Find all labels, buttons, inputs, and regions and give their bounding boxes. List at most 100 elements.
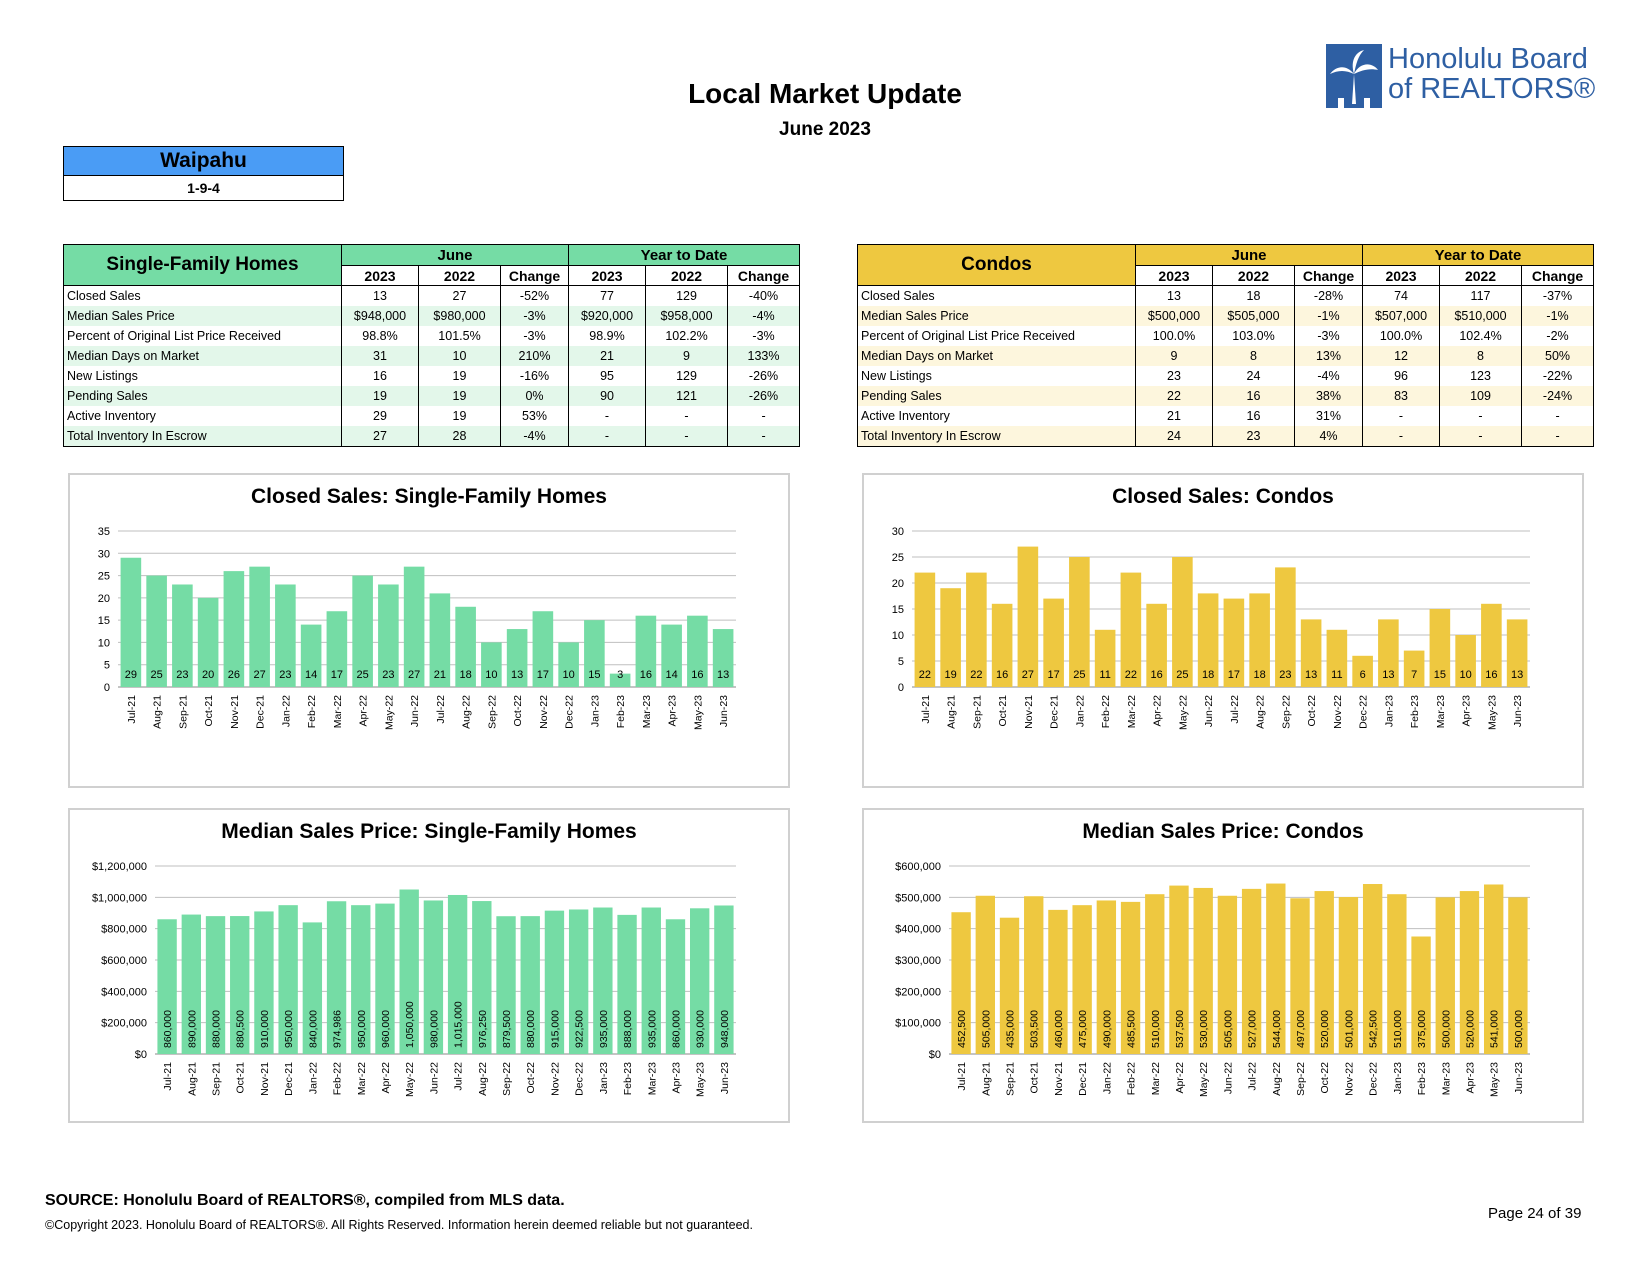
bar-data-label: 15 bbox=[1434, 669, 1446, 681]
bar bbox=[1172, 557, 1193, 687]
column-header: 2022 bbox=[1439, 265, 1523, 286]
y-tick-label: $100,000 bbox=[895, 1018, 941, 1030]
x-tick-label: Dec-22 bbox=[564, 695, 576, 729]
bar-data-label: 888,000 bbox=[622, 1010, 634, 1048]
bar bbox=[1048, 909, 1068, 1054]
bar bbox=[1411, 936, 1431, 1054]
bar bbox=[1387, 894, 1407, 1054]
table-cell: -16% bbox=[500, 366, 570, 386]
bar bbox=[1145, 894, 1165, 1054]
x-tick-label: Oct-21 bbox=[997, 695, 1009, 727]
table-cell: 102.4% bbox=[1439, 326, 1523, 346]
table-row: Total Inventory In Escrow 27 28 -4% - - - bbox=[63, 426, 801, 447]
table-cell: -52% bbox=[500, 285, 570, 306]
bar-data-label: 27 bbox=[1022, 669, 1034, 681]
bar bbox=[1300, 619, 1322, 687]
chart-title: Closed Sales: Single-Family Homes bbox=[251, 485, 607, 508]
bar bbox=[1338, 897, 1359, 1054]
bar-data-label: 18 bbox=[460, 669, 472, 681]
table-cell: 21 bbox=[1135, 406, 1213, 426]
x-tick-label: Sep-22 bbox=[1280, 695, 1292, 729]
x-tick-label: Oct-22 bbox=[525, 1062, 537, 1094]
table-cell: 98.9% bbox=[568, 326, 647, 346]
group-header-ytd: Year to Date bbox=[1362, 244, 1595, 266]
table-cell: -22% bbox=[1521, 366, 1595, 386]
group-header-june: June bbox=[341, 244, 570, 266]
bar-data-label: 497,000 bbox=[1295, 1010, 1307, 1048]
table-cell: 19 bbox=[418, 366, 501, 386]
y-tick-label: 35 bbox=[98, 526, 110, 538]
x-tick-label: Jun-23 bbox=[1513, 1062, 1525, 1094]
table-cell: 100.0% bbox=[1135, 326, 1213, 346]
table-cell: 96 bbox=[1362, 366, 1441, 386]
bar bbox=[1096, 900, 1117, 1054]
x-tick-label: Feb-23 bbox=[622, 1062, 634, 1095]
bar-data-label: 537,500 bbox=[1174, 1010, 1186, 1048]
bar-data-label: 10 bbox=[1460, 669, 1472, 681]
bar bbox=[951, 912, 971, 1054]
bar-data-label: 11 bbox=[1331, 669, 1342, 681]
bar-data-label: 27 bbox=[254, 669, 266, 681]
bar-data-label: 16 bbox=[1151, 669, 1163, 681]
table-cell: 90 bbox=[568, 386, 647, 406]
x-tick-label: Dec-22 bbox=[1368, 1062, 1380, 1096]
bar bbox=[568, 909, 589, 1054]
x-tick-label: Feb-22 bbox=[306, 695, 318, 728]
x-tick-label: Mar-23 bbox=[641, 695, 653, 728]
bar bbox=[1017, 546, 1039, 687]
area-box: Waipahu 1-9-4 bbox=[63, 146, 344, 201]
column-header: 2022 bbox=[1212, 265, 1295, 286]
bar-data-label: 16 bbox=[640, 669, 652, 681]
page-number: Page 24 of 39 bbox=[1488, 1205, 1582, 1222]
x-tick-label: Jul-21 bbox=[162, 1062, 174, 1091]
table-cell: - bbox=[645, 406, 729, 426]
table-cell: 103.0% bbox=[1212, 326, 1295, 346]
chart-sfh-median-price-svg: $0 $200,000 $400,000 $600,000 $800,000 $1,000… bbox=[92, 861, 736, 1097]
bar bbox=[1352, 655, 1373, 687]
copyright-note: ©Copyright 2023. Honolulu Board of REALT… bbox=[45, 1218, 753, 1232]
table-cell: $958,000 bbox=[645, 306, 729, 326]
bar bbox=[1429, 609, 1451, 687]
bar-data-label: 25 bbox=[1073, 669, 1085, 681]
x-tick-label: Dec-21 bbox=[283, 1062, 295, 1096]
bar bbox=[966, 572, 987, 687]
table-row: New Listings 23 24 -4% 96 123 -22% bbox=[857, 366, 1595, 386]
bar bbox=[326, 901, 347, 1054]
group-header-ytd: Year to Date bbox=[568, 244, 801, 266]
bar bbox=[351, 905, 371, 1054]
row-label: Median Sales Price bbox=[857, 306, 1136, 326]
y-tick-label: $0 bbox=[135, 1049, 147, 1061]
table-cell: 16 bbox=[1212, 386, 1295, 406]
bar bbox=[975, 895, 995, 1054]
bar-data-label: 23 bbox=[279, 669, 291, 681]
bar-data-label: 15 bbox=[588, 669, 600, 681]
table-cell: $510,000 bbox=[1439, 306, 1523, 326]
bar-data-label: 22 bbox=[970, 669, 982, 681]
bar bbox=[1146, 603, 1167, 687]
x-tick-label: Apr-23 bbox=[667, 695, 679, 727]
bar-data-label: 860,000 bbox=[670, 1010, 682, 1048]
bar bbox=[617, 914, 637, 1054]
row-label: Active Inventory bbox=[63, 406, 342, 426]
x-tick-label: Jan-22 bbox=[1074, 695, 1086, 727]
x-tick-label: Dec-21 bbox=[255, 695, 267, 729]
chart-sfh-closed-sales-svg: 0 5 10 15 20 25 30 35 29 Jul-21 25 Aug-21 23 Sep-21 20… bbox=[98, 526, 736, 730]
bar-data-label: 3 bbox=[617, 669, 623, 681]
logo-line-1: Honolulu Board bbox=[1388, 43, 1588, 75]
bar-data-label: 976,250 bbox=[477, 1010, 489, 1048]
table-cell: 101.5% bbox=[418, 326, 501, 346]
table-cell: - bbox=[645, 426, 729, 447]
bar bbox=[496, 916, 516, 1054]
x-tick-label: Jan-22 bbox=[280, 695, 292, 727]
bar-data-label: 435,000 bbox=[1005, 1010, 1017, 1048]
bar-data-label: 490,000 bbox=[1101, 1010, 1113, 1048]
bar-data-label: 542,500 bbox=[1368, 1010, 1380, 1048]
x-tick-label: Jul-21 bbox=[920, 695, 932, 724]
x-tick-label: Sep-21 bbox=[1005, 1062, 1017, 1096]
table-cell: 133% bbox=[727, 346, 801, 366]
bar bbox=[1072, 905, 1092, 1054]
bar bbox=[609, 673, 631, 687]
table-cell: 31 bbox=[341, 346, 419, 366]
bar bbox=[120, 557, 142, 687]
y-tick-label: 15 bbox=[892, 604, 904, 616]
